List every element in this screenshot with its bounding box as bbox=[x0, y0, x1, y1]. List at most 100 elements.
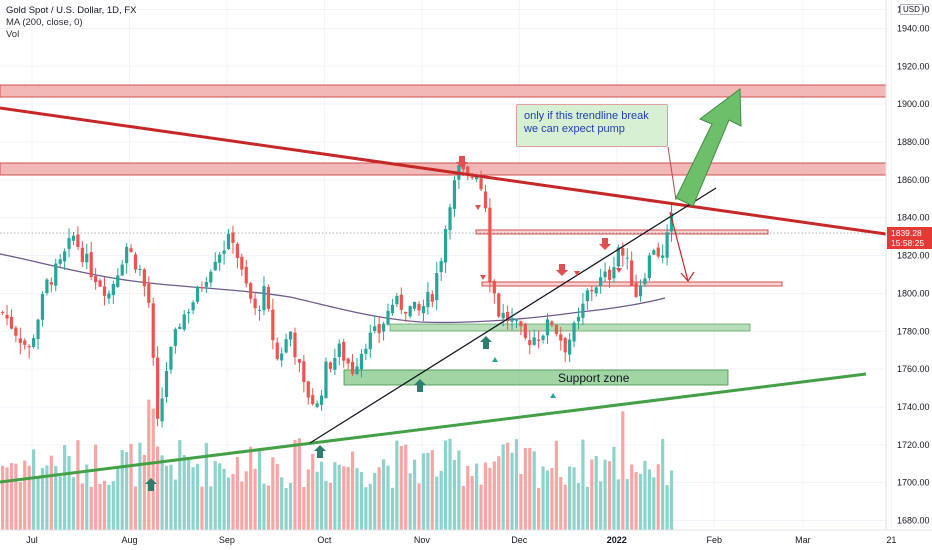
ma-indicator-label: MA (200, close, 0) bbox=[6, 17, 83, 28]
candle-body bbox=[652, 250, 656, 255]
volume-bar bbox=[452, 460, 457, 530]
candle-body bbox=[138, 268, 142, 270]
price-tick-label: 1720.00 bbox=[897, 440, 930, 450]
up-arrow-marker-icon bbox=[414, 379, 426, 392]
volume-bar bbox=[63, 445, 67, 530]
bar-countdown: 15:58:25 bbox=[891, 238, 925, 248]
candle-body bbox=[80, 247, 84, 263]
candle-body bbox=[169, 346, 173, 370]
resistance-band-lower bbox=[0, 162, 887, 176]
candle-body bbox=[346, 358, 350, 364]
candle-body bbox=[324, 361, 328, 398]
volume-bar bbox=[9, 463, 14, 530]
candle-body bbox=[191, 302, 195, 311]
volume-bar bbox=[160, 455, 164, 530]
candle-body bbox=[204, 281, 208, 287]
candle-body bbox=[85, 253, 89, 263]
candle-body bbox=[523, 323, 527, 338]
candle-body bbox=[470, 176, 474, 178]
callout-pointer bbox=[667, 146, 677, 201]
candle-body bbox=[218, 254, 222, 263]
last-price-value: 1839.28 bbox=[891, 228, 922, 238]
volume-bar bbox=[94, 444, 98, 530]
callout-note[interactable]: only if this trendline break we can expe… bbox=[516, 104, 668, 147]
volume-bar bbox=[643, 460, 647, 530]
volume-bar bbox=[603, 459, 607, 530]
candle-body bbox=[133, 254, 138, 270]
candle-body bbox=[630, 260, 634, 286]
currency-badge[interactable]: USD bbox=[900, 4, 923, 15]
candle-body bbox=[284, 339, 288, 353]
candle-body bbox=[209, 271, 213, 283]
volume-bar bbox=[537, 487, 541, 530]
candle-body bbox=[5, 314, 9, 319]
candle-body bbox=[36, 319, 40, 340]
candle-body bbox=[661, 255, 665, 258]
candle-body bbox=[116, 275, 120, 287]
time-tick-label: Oct bbox=[317, 535, 332, 545]
candle-body bbox=[297, 359, 302, 363]
candle-body bbox=[399, 294, 403, 310]
volume-bar bbox=[466, 465, 470, 530]
volume-bar bbox=[594, 455, 598, 530]
volume-bar bbox=[435, 476, 439, 530]
candle-body bbox=[408, 305, 412, 317]
time-tick-label: Sep bbox=[219, 535, 235, 545]
volume-bar bbox=[80, 483, 84, 530]
time-axis[interactable]: Jul Aug Sep Oct Nov Dec 2022 Feb Mar 21 bbox=[26, 535, 896, 545]
volume-bar bbox=[475, 463, 479, 530]
volume-bar bbox=[607, 461, 612, 530]
candle-body bbox=[479, 178, 483, 190]
volume-bar bbox=[545, 470, 550, 530]
candle-body bbox=[306, 381, 310, 398]
candle-body bbox=[616, 247, 620, 267]
candle-body bbox=[147, 283, 151, 303]
pump-arrow-icon bbox=[675, 88, 742, 207]
candle-body bbox=[288, 331, 293, 340]
candle-body bbox=[213, 261, 217, 271]
time-tick-label: Jul bbox=[26, 535, 38, 545]
candle-body bbox=[71, 235, 76, 241]
candle-body bbox=[32, 338, 36, 347]
price-tick-label: 1920.00 bbox=[897, 61, 930, 71]
rising-trendline bbox=[309, 187, 717, 444]
candle-body bbox=[1, 311, 5, 313]
volume-bar bbox=[244, 471, 248, 530]
price-tick-label: 1680.00 bbox=[897, 516, 930, 526]
candle-body bbox=[195, 286, 200, 302]
candle-body bbox=[634, 283, 638, 297]
volume-bar bbox=[373, 472, 377, 530]
volume-bar bbox=[89, 486, 93, 530]
minor-support-box bbox=[389, 323, 751, 332]
candle-body bbox=[164, 370, 169, 398]
volume-bar bbox=[532, 451, 536, 530]
volume-bar bbox=[550, 468, 554, 530]
volume-bar bbox=[54, 466, 58, 530]
time-tick-label: Dec bbox=[511, 535, 528, 545]
small-down-triangle-icon bbox=[574, 271, 580, 276]
volume-bar bbox=[275, 463, 279, 530]
candle-body bbox=[576, 316, 581, 322]
candle-body bbox=[58, 259, 62, 264]
candle-body bbox=[390, 304, 395, 314]
volume-bar bbox=[350, 451, 355, 530]
volume-bar bbox=[111, 481, 115, 530]
volume-bar bbox=[621, 411, 625, 530]
price-axis[interactable]: 1680.00 1700.00 1720.00 1740.00 1760.00 1780.… bbox=[897, 4, 930, 525]
volume-bar bbox=[288, 483, 293, 530]
volume-bars bbox=[1, 399, 674, 530]
candle-body bbox=[226, 233, 231, 249]
volume-bar bbox=[359, 472, 364, 530]
candle-body bbox=[253, 298, 257, 309]
candle-body bbox=[590, 289, 594, 292]
candle-body bbox=[315, 403, 319, 407]
volume-bar bbox=[368, 483, 372, 530]
candle-body bbox=[333, 357, 337, 370]
volume-bar bbox=[342, 466, 346, 530]
candle-body bbox=[395, 295, 399, 305]
price-tick-label: 1820.00 bbox=[897, 251, 930, 261]
candle-body bbox=[506, 311, 510, 322]
candle-body bbox=[492, 280, 496, 294]
candle-body bbox=[67, 238, 71, 249]
